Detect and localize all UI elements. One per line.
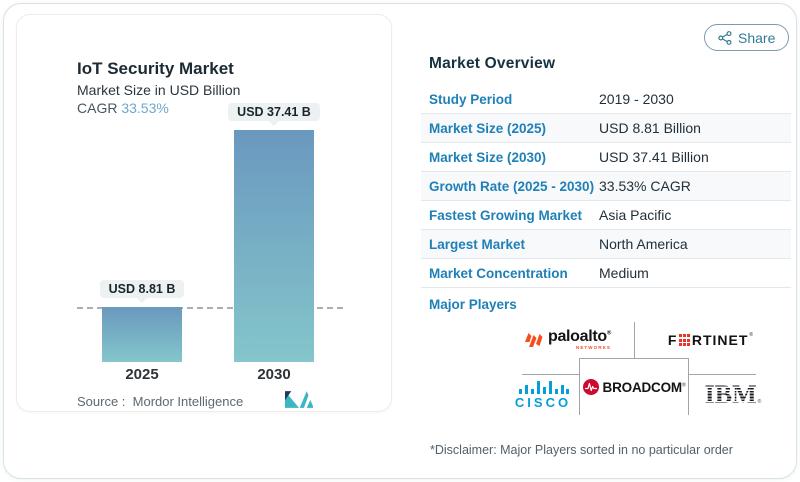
fact-label: Growth Rate (2025 - 2030) [429,178,595,194]
broadcom-wordmark: BROADCOM® [602,379,686,395]
logo-grid-divider [634,322,635,358]
chart-title: IoT Security Market [77,59,234,78]
share-icon [718,30,732,45]
fortinet-wordmark-rest: RTINET [691,332,749,348]
fact-value: 2019 - 2030 [599,91,674,107]
reference-dashed-line [77,307,343,309]
table-row: Largest Market North America [421,230,791,259]
mordor-intelligence-logo-icon [285,391,314,413]
fact-label: Study Period [429,91,513,107]
share-button[interactable]: Share [704,24,790,51]
bar-2030 [234,130,314,362]
paloalto-networks-subtext: networks [575,345,612,351]
bar-value-tooltip-2025: USD 8.81 B [99,280,185,303]
table-row: Market Size (2025) USD 8.81 Billion [421,114,791,143]
ibm-logo: IBM ® [694,375,772,415]
fortinet-wordmark-f: F [667,332,678,348]
paloalto-wordmark: paloalto® [547,328,612,346]
fact-value: USD 8.81 Billion [599,120,701,136]
table-row: Growth Rate (2025 - 2030) 33.53% CAGR [421,172,791,201]
table-row: Market Concentration Medium [421,259,791,288]
x-axis-label-2030: 2030 [257,366,291,383]
bar-value-tooltip-2030: USD 37.41 B [228,103,320,126]
fact-value: 33.53% CAGR [599,178,691,194]
share-button-label: Share [738,29,776,46]
fact-label: Largest Market [429,236,526,252]
cisco-wordmark: CISCO [514,395,572,410]
cagr-line: CAGR 33.53% [77,100,169,116]
major-players-label: Major Players [429,297,517,312]
paloalto-networks-logo: paloalto® networks [504,321,632,359]
ibm-registered-mark: ® [757,399,762,405]
logo-grid-divider [689,374,756,375]
ibm-wordmark: IBM [704,380,757,409]
fact-label: Market Size (2030) [429,149,547,165]
table-row: Fastest Growing Market Asia Pacific [421,201,791,230]
fact-value: North America [599,236,688,252]
source-attribution: Source : Mordor Intelligence [77,394,244,409]
broadcom-logo: BROADCOM® [579,358,689,415]
logo-grid-divider [522,374,579,375]
bar-column-2025: USD 8.81 B [99,280,185,362]
fact-label: Fastest Growing Market [429,207,583,223]
panel-title: Market Overview [429,55,556,72]
disclaimer-text: *Disclaimer: Major Players sorted in no … [430,443,733,457]
market-facts-table: Study Period 2019 - 2030 Market Size (20… [421,85,791,288]
fortinet-logo: F RTINET ® [667,332,755,348]
market-overview-card: IoT Security Market Market Size in USD B… [3,3,797,479]
fact-value: USD 37.41 Billion [599,149,709,165]
table-row: Study Period 2019 - 2030 [421,85,791,114]
broadcom-icon [582,379,599,395]
bar-2025 [102,307,182,362]
cisco-logo: CISCO [508,377,578,413]
chart-subtitle: Market Size in USD Billion [77,82,241,98]
x-axis-label-2025: 2025 [125,366,159,383]
chart-card: IoT Security Market Market Size in USD B… [16,14,392,412]
paloalto-icon [524,332,544,348]
bar-column-2030: USD 37.41 B [228,103,320,362]
cagr-label: CAGR [77,100,118,116]
fact-label: Market Concentration [429,265,568,281]
fortinet-o-grid-icon [678,334,691,346]
cagr-value: 33.53% [121,100,169,116]
major-players-logos: paloalto® networks F RTINET ® [504,321,794,417]
cisco-bars-icon [517,380,569,394]
table-row: Market Size (2030) USD 37.41 Billion [421,143,791,172]
fact-label: Market Size (2025) [429,120,547,136]
fact-value: Medium [599,265,649,281]
fact-value: Asia Pacific [599,207,672,223]
